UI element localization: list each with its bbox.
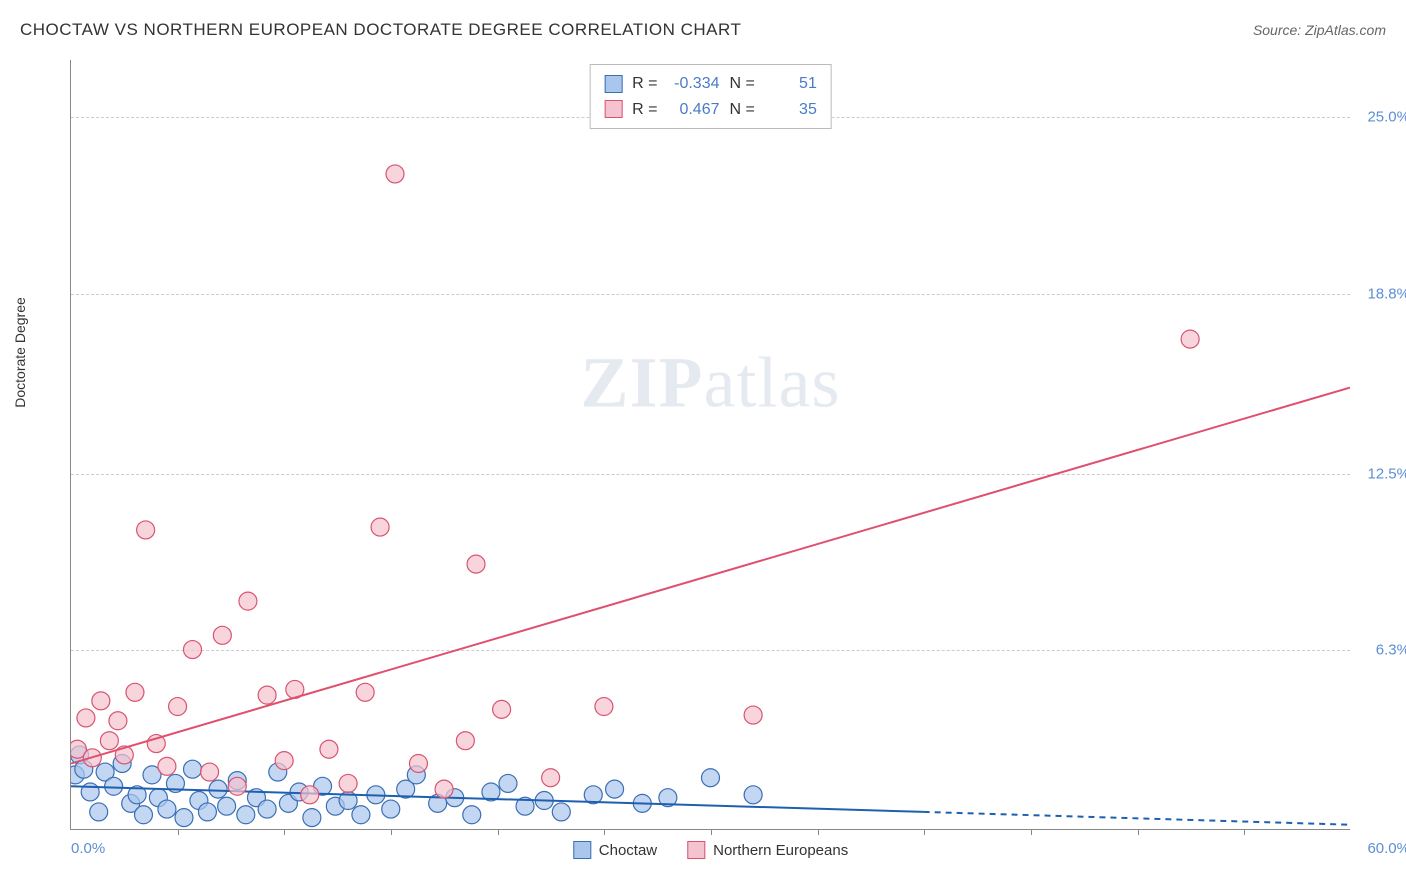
data-point <box>456 732 474 750</box>
data-point <box>435 780 453 798</box>
chart-header: CHOCTAW VS NORTHERN EUROPEAN DOCTORATE D… <box>20 20 1386 40</box>
data-point <box>409 755 427 773</box>
data-point <box>320 740 338 758</box>
y-tick-label: 6.3% <box>1355 642 1406 659</box>
data-point <box>467 555 485 573</box>
data-point <box>237 806 255 824</box>
n-label-1: N = <box>730 97 755 123</box>
chart-title: CHOCTAW VS NORTHERN EUROPEAN DOCTORATE D… <box>20 20 741 40</box>
data-point <box>213 626 231 644</box>
trend-line <box>71 388 1350 764</box>
data-point <box>595 698 613 716</box>
legend-row-1: R = 0.467 N = 35 <box>604 97 817 123</box>
data-point <box>90 803 108 821</box>
data-point <box>371 518 389 536</box>
r-label-1: R = <box>632 97 657 123</box>
data-point <box>499 774 517 792</box>
data-point <box>1181 330 1199 348</box>
y-axis-label: Doctorate Degree <box>12 297 28 408</box>
data-point <box>356 683 374 701</box>
x-tick <box>498 829 499 835</box>
trend-line-extension <box>924 812 1350 825</box>
data-point <box>258 800 276 818</box>
correlation-legend: R = -0.334 N = 51 R = 0.467 N = 35 <box>589 64 832 129</box>
legend-label-northern: Northern Europeans <box>713 842 848 859</box>
swatch-northern-bottom <box>687 841 705 859</box>
data-point <box>339 774 357 792</box>
data-point <box>303 809 321 827</box>
data-point <box>218 797 236 815</box>
source-value: ZipAtlas.com <box>1305 22 1386 38</box>
data-point <box>77 709 95 727</box>
n-value-0: 51 <box>765 71 817 97</box>
data-point <box>702 769 720 787</box>
x-tick <box>178 829 179 835</box>
swatch-choctaw <box>604 75 622 93</box>
swatch-northern <box>604 100 622 118</box>
data-point <box>744 786 762 804</box>
data-point <box>301 786 319 804</box>
r-value-0: -0.334 <box>668 71 720 97</box>
x-tick <box>604 829 605 835</box>
x-tick <box>1031 829 1032 835</box>
data-point <box>493 700 511 718</box>
x-tick <box>391 829 392 835</box>
data-point <box>275 752 293 770</box>
x-origin-label: 0.0% <box>71 840 105 857</box>
x-tick <box>924 829 925 835</box>
data-point <box>542 769 560 787</box>
scatter-svg <box>71 60 1350 829</box>
y-tick-label: 18.8% <box>1355 285 1406 302</box>
legend-label-choctaw: Choctaw <box>599 842 657 859</box>
data-point <box>463 806 481 824</box>
data-point <box>109 712 127 730</box>
source-label: Source: <box>1253 22 1301 38</box>
data-point <box>105 777 123 795</box>
legend-item-northern: Northern Europeans <box>687 841 848 859</box>
data-point <box>382 800 400 818</box>
data-point <box>169 698 187 716</box>
x-tick <box>711 829 712 835</box>
data-point <box>198 803 216 821</box>
data-point <box>228 777 246 795</box>
data-point <box>386 165 404 183</box>
r-value-1: 0.467 <box>668 97 720 123</box>
y-tick-label: 25.0% <box>1355 109 1406 126</box>
x-max-label: 60.0% <box>1367 840 1406 857</box>
data-point <box>184 641 202 659</box>
data-point <box>137 521 155 539</box>
data-point <box>239 592 257 610</box>
data-point <box>184 760 202 778</box>
data-point <box>352 806 370 824</box>
data-point <box>100 732 118 750</box>
data-point <box>134 806 152 824</box>
n-label-0: N = <box>730 71 755 97</box>
data-point <box>92 692 110 710</box>
data-point <box>158 800 176 818</box>
r-label-0: R = <box>632 71 657 97</box>
data-point <box>209 780 227 798</box>
data-point <box>606 780 624 798</box>
legend-row-0: R = -0.334 N = 51 <box>604 71 817 97</box>
data-point <box>158 757 176 775</box>
y-tick-label: 12.5% <box>1355 465 1406 482</box>
x-tick <box>1138 829 1139 835</box>
plot-region: ZIPatlas R = -0.334 N = 51 R = 0.467 N =… <box>70 60 1350 830</box>
data-point <box>175 809 193 827</box>
chart-area: Doctorate Degree ZIPatlas R = -0.334 N =… <box>50 60 1356 850</box>
swatch-choctaw-bottom <box>573 841 591 859</box>
x-tick <box>284 829 285 835</box>
data-point <box>258 686 276 704</box>
x-tick <box>818 829 819 835</box>
legend-item-choctaw: Choctaw <box>573 841 657 859</box>
data-point <box>201 763 219 781</box>
data-point <box>126 683 144 701</box>
series-legend: Choctaw Northern Europeans <box>573 841 848 859</box>
n-value-1: 35 <box>765 97 817 123</box>
data-point <box>744 706 762 724</box>
data-point <box>552 803 570 821</box>
x-tick <box>1244 829 1245 835</box>
source-attribution: Source: ZipAtlas.com <box>1253 22 1386 38</box>
